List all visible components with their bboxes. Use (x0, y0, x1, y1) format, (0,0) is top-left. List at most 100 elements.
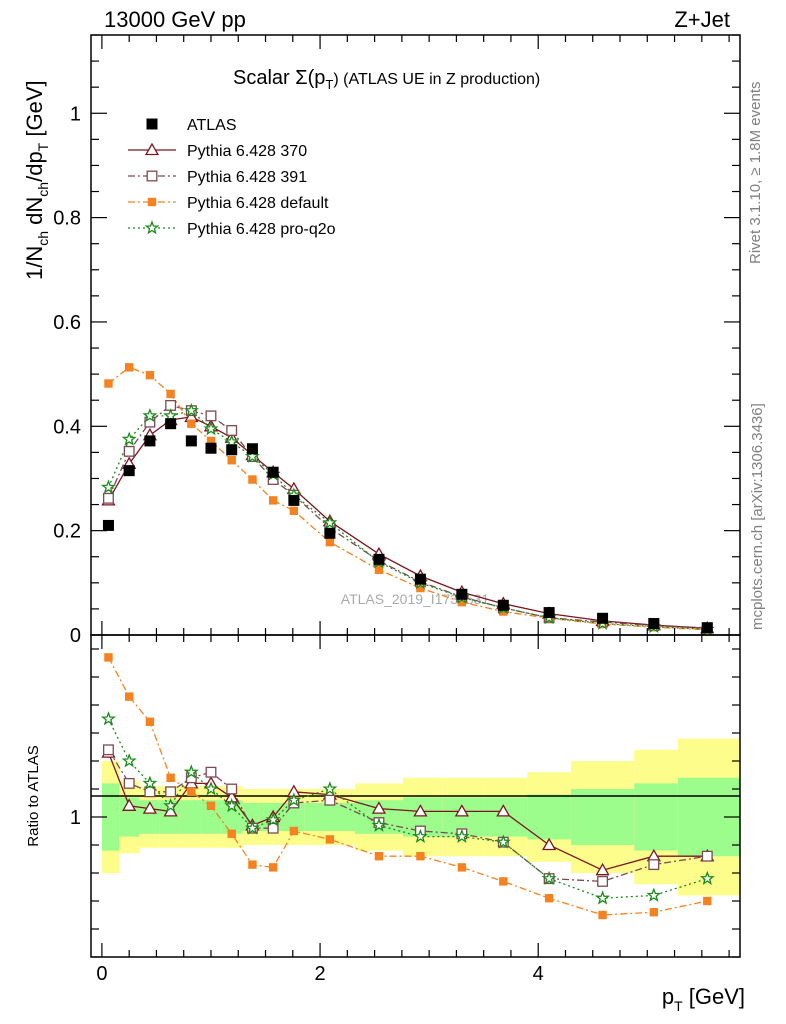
ratio-point-3 (244, 820, 260, 835)
ratio-point-0 (595, 862, 610, 876)
ratio-point-2 (206, 801, 216, 810)
ratio-point-2 (248, 860, 257, 869)
x-axis-label: pT [GeV] (662, 984, 745, 1014)
atlas-data-point (288, 494, 300, 506)
series-point-2 (289, 506, 299, 516)
ratio-point-3 (541, 870, 557, 886)
ratio-point-2 (145, 717, 155, 726)
band-green (304, 803, 355, 831)
ratio-point-3 (203, 781, 219, 796)
series-point-3 (142, 408, 158, 423)
legend: ATLAS Pythia 6.428 370 Pythia 6.428 391 Pyt… (128, 117, 336, 238)
atlas-data-point (324, 527, 336, 539)
ratio-panel-frame (90, 634, 741, 958)
process-label: Z+Jet (674, 7, 730, 32)
ratio-point-2 (104, 653, 113, 662)
ratio-point-1 (103, 744, 114, 756)
series-point-2 (325, 537, 335, 547)
y-tick-label: 0.2 (53, 521, 81, 543)
band-green (483, 797, 528, 837)
band-green (570, 789, 635, 845)
ratio-point-1 (205, 766, 217, 778)
y-tick-label: 0.4 (53, 416, 81, 438)
series-point-3 (183, 402, 199, 418)
series-point-3 (322, 514, 338, 530)
ratio-point-2 (457, 863, 467, 872)
series-point-3 (100, 479, 117, 494)
ratio-series-layer (100, 653, 715, 920)
atlas-data-point (414, 573, 426, 585)
ratio-point-3 (412, 828, 428, 844)
legend-marker (144, 142, 160, 156)
ratio-point-2 (499, 877, 508, 886)
series-point-3 (203, 421, 219, 436)
atlas-data-point (123, 465, 135, 477)
ratio-panel: 1 Ratio to ATLAS (25, 634, 741, 958)
ratio-point-2 (416, 852, 425, 861)
ratio-point-3 (224, 797, 240, 813)
x-tick-label: 4 (533, 963, 544, 985)
atlas-data-layer (102, 418, 713, 634)
series-point-2 (268, 496, 278, 505)
legend-label: Pythia 6.428 391 (187, 169, 307, 186)
atlas-data-point (185, 435, 197, 447)
ratio-point-3 (163, 797, 179, 813)
ratio-y-axis-label: Ratio to ATLAS (25, 745, 42, 846)
series-point-2 (416, 583, 425, 593)
y-tick-label: 1 (70, 103, 81, 125)
ratio-point-0 (371, 801, 387, 814)
band-green (201, 800, 222, 834)
energy-label: 13000 GeV pp (104, 7, 246, 32)
ratio-point-1 (165, 786, 177, 798)
ratio-point-1 (324, 794, 336, 806)
legend-label: Pythia 6.428 370 (187, 143, 307, 160)
atlas-data-point (456, 588, 468, 600)
ratio-point-3 (265, 811, 281, 827)
ratio-point-3 (595, 890, 611, 905)
ratio-point-0 (142, 801, 158, 814)
ratio-point-3 (699, 870, 715, 886)
series-point-3 (121, 431, 137, 446)
mcplots-label: mcplots.cern.ch [arXiv:1306.3436] (749, 403, 766, 630)
atlas-data-point (205, 442, 217, 454)
series-point-2 (124, 363, 134, 372)
atlas-data-point (165, 418, 177, 430)
atlas-data-point (267, 466, 279, 478)
ratio-point-3 (371, 817, 387, 832)
ratio-point-3 (142, 775, 158, 790)
atlas-data-point (648, 618, 660, 630)
band-green (180, 800, 202, 834)
ratio-point-2 (598, 910, 607, 920)
ratio-point-1 (267, 822, 279, 834)
ratio-point-3 (454, 828, 470, 844)
ratio-point-1 (123, 777, 135, 789)
ratio-point-2 (166, 773, 175, 782)
series-point-1 (103, 492, 114, 504)
y-tick-label: 0.6 (53, 312, 81, 334)
series-point-1 (205, 410, 217, 422)
main-y-tick-labels: 0 0.2 0.4 0.6 0.8 1 (53, 103, 81, 647)
ratio-point-2 (289, 826, 299, 836)
x-tick-labels: 0 2 4 (96, 963, 543, 985)
atlas-data-point (246, 443, 258, 455)
series-point-2 (104, 379, 113, 388)
series-point-2 (145, 370, 155, 380)
watermark-label: ATLAS_2019_I1736531 (341, 591, 490, 607)
atlas-data-point (226, 444, 238, 456)
ratio-point-1 (648, 859, 660, 871)
legend-marker (144, 220, 160, 235)
atlas-data-point (497, 599, 509, 611)
series-point-2 (374, 565, 384, 574)
ratio-point-2 (325, 835, 335, 844)
ratio-point-2 (649, 908, 659, 917)
ratio-point-2 (374, 852, 384, 861)
ratio-y-tick-labels: 1 (70, 807, 81, 829)
series-point-2 (499, 607, 508, 616)
ratio-point-3 (183, 764, 199, 779)
band-green (634, 783, 678, 851)
ratio-point-2 (544, 894, 554, 903)
ratio-point-1 (597, 875, 609, 887)
atlas-data-point (102, 519, 114, 531)
legend-label: ATLAS (187, 117, 237, 134)
